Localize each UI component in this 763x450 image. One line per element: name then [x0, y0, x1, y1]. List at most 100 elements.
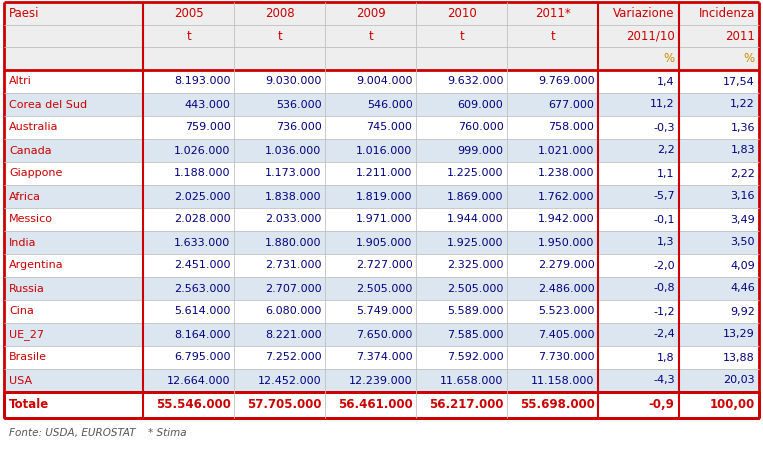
- Text: 20,03: 20,03: [723, 375, 755, 386]
- Text: t: t: [459, 30, 465, 42]
- Bar: [4, 392, 759, 418]
- Text: 2010: 2010: [447, 7, 477, 20]
- Text: 13,88: 13,88: [723, 352, 755, 363]
- Text: 2.451.000: 2.451.000: [174, 261, 230, 270]
- Text: 999.000: 999.000: [458, 145, 504, 156]
- Text: 760.000: 760.000: [458, 122, 504, 132]
- Text: 2.033.000: 2.033.000: [265, 215, 321, 225]
- Text: Messico: Messico: [9, 215, 53, 225]
- Text: 1,8: 1,8: [657, 352, 674, 363]
- Text: USA: USA: [9, 375, 32, 386]
- Text: 7.585.000: 7.585.000: [447, 329, 504, 339]
- Bar: [4, 93, 759, 116]
- Text: 2.279.000: 2.279.000: [538, 261, 594, 270]
- Text: 57.705.000: 57.705.000: [247, 399, 321, 411]
- Text: 9.030.000: 9.030.000: [265, 76, 321, 86]
- Text: 7.592.000: 7.592.000: [447, 352, 504, 363]
- Text: 1.188.000: 1.188.000: [174, 168, 230, 179]
- Text: 758.000: 758.000: [549, 122, 594, 132]
- Text: 1.633.000: 1.633.000: [174, 238, 230, 248]
- Text: 11.658.000: 11.658.000: [440, 375, 504, 386]
- Text: 6.080.000: 6.080.000: [265, 306, 321, 316]
- Text: India: India: [9, 238, 37, 248]
- Text: 8.164.000: 8.164.000: [174, 329, 230, 339]
- Text: %: %: [664, 52, 674, 65]
- Text: -2,0: -2,0: [653, 261, 674, 270]
- Text: 2011: 2011: [725, 30, 755, 42]
- Text: Giappone: Giappone: [9, 168, 63, 179]
- Text: 2.563.000: 2.563.000: [174, 284, 230, 293]
- Text: -0,1: -0,1: [653, 215, 674, 225]
- Text: 7.374.000: 7.374.000: [356, 352, 413, 363]
- Text: 11,2: 11,2: [650, 99, 674, 109]
- Text: 1.971.000: 1.971.000: [356, 215, 413, 225]
- Text: 2.727.000: 2.727.000: [356, 261, 413, 270]
- Text: 1.026.000: 1.026.000: [174, 145, 230, 156]
- Bar: [4, 254, 759, 277]
- Text: 8.221.000: 8.221.000: [265, 329, 321, 339]
- Text: Cina: Cina: [9, 306, 34, 316]
- Text: 12.239.000: 12.239.000: [349, 375, 413, 386]
- Text: 1.238.000: 1.238.000: [538, 168, 594, 179]
- Text: 7.650.000: 7.650.000: [356, 329, 413, 339]
- Text: Altri: Altri: [9, 76, 32, 86]
- Bar: [4, 208, 759, 231]
- Text: 1,22: 1,22: [730, 99, 755, 109]
- Text: 2.505.000: 2.505.000: [447, 284, 504, 293]
- Text: 443.000: 443.000: [185, 99, 230, 109]
- Bar: [4, 139, 759, 162]
- Text: 56.461.000: 56.461.000: [338, 399, 413, 411]
- Text: 6.795.000: 6.795.000: [174, 352, 230, 363]
- Text: Brasile: Brasile: [9, 352, 47, 363]
- Text: 2.505.000: 2.505.000: [356, 284, 413, 293]
- Text: 7.405.000: 7.405.000: [538, 329, 594, 339]
- Text: t: t: [278, 30, 282, 42]
- Text: 2.731.000: 2.731.000: [265, 261, 321, 270]
- Text: 5.589.000: 5.589.000: [447, 306, 504, 316]
- Text: 5.523.000: 5.523.000: [538, 306, 594, 316]
- Text: Totale: Totale: [9, 399, 50, 411]
- Text: t: t: [369, 30, 373, 42]
- Text: 9,92: 9,92: [730, 306, 755, 316]
- Text: 12.664.000: 12.664.000: [167, 375, 230, 386]
- Text: * Stima: * Stima: [149, 428, 187, 438]
- Text: 2.025.000: 2.025.000: [174, 192, 230, 202]
- Text: 759.000: 759.000: [185, 122, 230, 132]
- Text: 1.173.000: 1.173.000: [265, 168, 321, 179]
- Text: 3,16: 3,16: [730, 192, 755, 202]
- Text: 9.769.000: 9.769.000: [538, 76, 594, 86]
- Text: 17,54: 17,54: [723, 76, 755, 86]
- Text: 677.000: 677.000: [549, 99, 594, 109]
- Text: 2.325.000: 2.325.000: [447, 261, 504, 270]
- Text: -1,2: -1,2: [653, 306, 674, 316]
- Text: 3,50: 3,50: [730, 238, 755, 248]
- Text: 4,46: 4,46: [730, 284, 755, 293]
- Text: 1.036.000: 1.036.000: [266, 145, 321, 156]
- Text: -2,4: -2,4: [653, 329, 674, 339]
- Bar: [4, 2, 759, 70]
- Text: 56.217.000: 56.217.000: [429, 399, 504, 411]
- Bar: [4, 300, 759, 323]
- Text: -0,8: -0,8: [653, 284, 674, 293]
- Text: 2.028.000: 2.028.000: [174, 215, 230, 225]
- Text: 745.000: 745.000: [366, 122, 413, 132]
- Text: 1.944.000: 1.944.000: [447, 215, 504, 225]
- Text: 1.880.000: 1.880.000: [265, 238, 321, 248]
- Text: 12.452.000: 12.452.000: [258, 375, 321, 386]
- Text: 1.925.000: 1.925.000: [447, 238, 504, 248]
- Text: -4,3: -4,3: [653, 375, 674, 386]
- Bar: [4, 116, 759, 139]
- Text: 2005: 2005: [174, 7, 204, 20]
- Text: 9.004.000: 9.004.000: [356, 76, 413, 86]
- Text: Fonte: USDA, EUROSTAT: Fonte: USDA, EUROSTAT: [9, 428, 136, 438]
- Text: 1.211.000: 1.211.000: [356, 168, 413, 179]
- Bar: [4, 369, 759, 392]
- Text: 9.632.000: 9.632.000: [447, 76, 504, 86]
- Bar: [4, 231, 759, 254]
- Text: 2,2: 2,2: [657, 145, 674, 156]
- Text: 536.000: 536.000: [276, 99, 321, 109]
- Text: Incidenza: Incidenza: [699, 7, 755, 20]
- Text: 1.905.000: 1.905.000: [356, 238, 413, 248]
- Text: -0,3: -0,3: [653, 122, 674, 132]
- Text: -0,9: -0,9: [649, 399, 674, 411]
